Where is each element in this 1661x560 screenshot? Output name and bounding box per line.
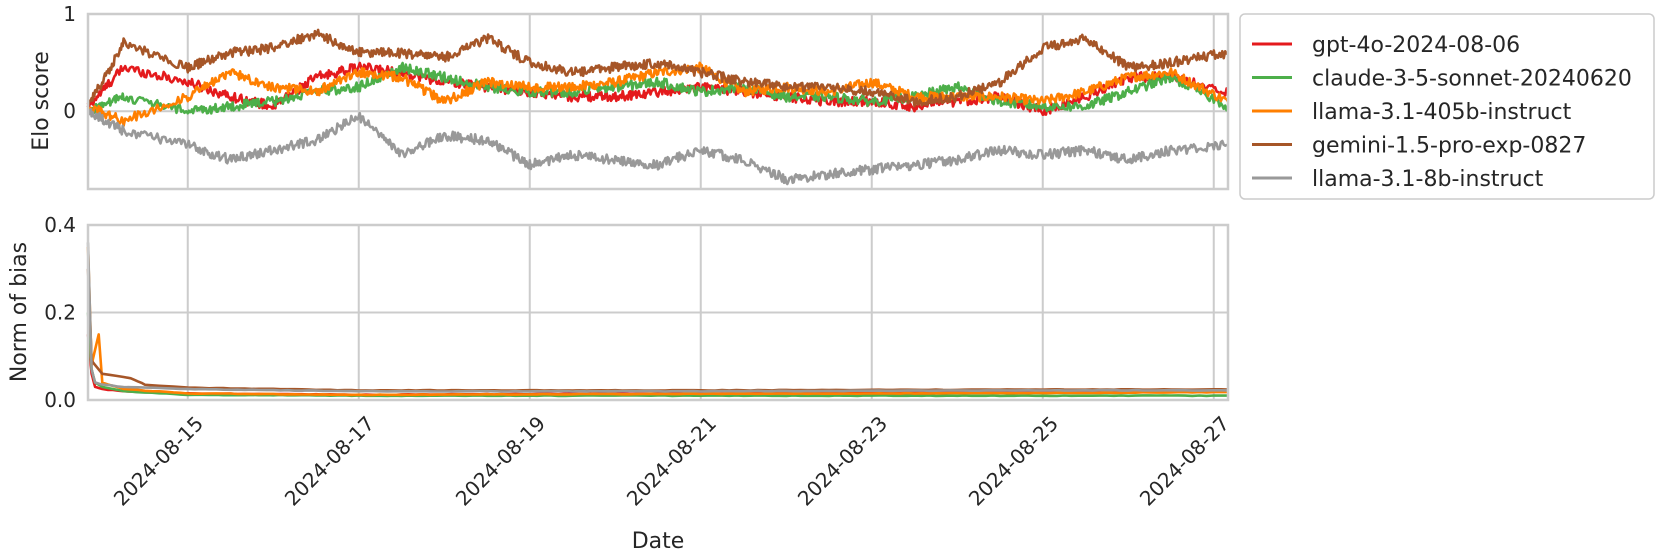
elo-score-panel: 10 Elo score	[29, 2, 1230, 191]
legend-label: gpt-4o-2024-08-06	[1312, 33, 1520, 58]
bias-grid	[88, 224, 1228, 401]
bias-ytick-label: 0.4	[44, 213, 76, 237]
bias-series-line	[86, 312, 1228, 398]
legend-label: llama-3.1-8b-instruct	[1312, 167, 1544, 192]
elo-ytick-label: 1	[63, 2, 76, 26]
date-xtick-label: 2024-08-17	[280, 411, 379, 510]
date-xtick-label: 2024-08-15	[109, 411, 208, 510]
bias-norm-panel: 0.0 0.2 0.4 2024-08-15 2024-08-17 2024-08-19…	[7, 213, 1234, 554]
legend: gpt-4o-2024-08-06 claude-3-5-sonnet-20240…	[1239, 13, 1655, 200]
bias-series-line	[86, 268, 1229, 392]
elo-series-line	[86, 61, 1230, 128]
date-xtick-label: 2024-08-23	[793, 411, 892, 510]
elo-series-line	[87, 61, 1230, 115]
date-xtick-label: 2024-08-19	[451, 411, 550, 510]
bias-axes-frame	[86, 223, 1230, 402]
elo-series-line	[86, 28, 1229, 108]
bias-ytick-label: 0.2	[44, 301, 76, 325]
legend-box	[1239, 13, 1655, 200]
elo-axes-frame	[86, 12, 1230, 191]
legend-items: gpt-4o-2024-08-06 claude-3-5-sonnet-20240…	[1252, 33, 1632, 192]
legend-label: llama-3.1-405b-instruct	[1312, 100, 1572, 125]
date-xtick-labels: 2024-08-15 2024-08-17 2024-08-19 2024-08-21…	[109, 411, 1234, 510]
elo-ylabel: Elo score	[29, 51, 54, 151]
elo-ytick-label: 0	[63, 99, 76, 123]
elo-series-group	[86, 28, 1230, 186]
x-axis-label: Date	[632, 529, 685, 554]
bias-ylabel: Norm of bias	[7, 242, 32, 382]
elo-series-line	[87, 108, 1229, 186]
date-xtick-label: 2024-08-21	[622, 411, 721, 510]
bias-series-group	[86, 242, 1229, 398]
bias-ytick-label: 0.0	[44, 388, 76, 412]
bias-series-line	[86, 246, 1228, 397]
bias-series-line	[86, 334, 1229, 397]
elo-ytick-labels: 10	[63, 2, 76, 123]
legend-label: gemini-1.5-pro-exp-0827	[1312, 134, 1586, 159]
bias-ytick-labels: 0.0 0.2 0.4	[44, 213, 76, 412]
bias-series-line	[86, 242, 1229, 393]
legend-label: claude-3-5-sonnet-20240620	[1312, 67, 1632, 92]
date-xtick-label: 2024-08-25	[964, 411, 1063, 510]
date-xtick-label: 2024-08-27	[1135, 411, 1234, 510]
